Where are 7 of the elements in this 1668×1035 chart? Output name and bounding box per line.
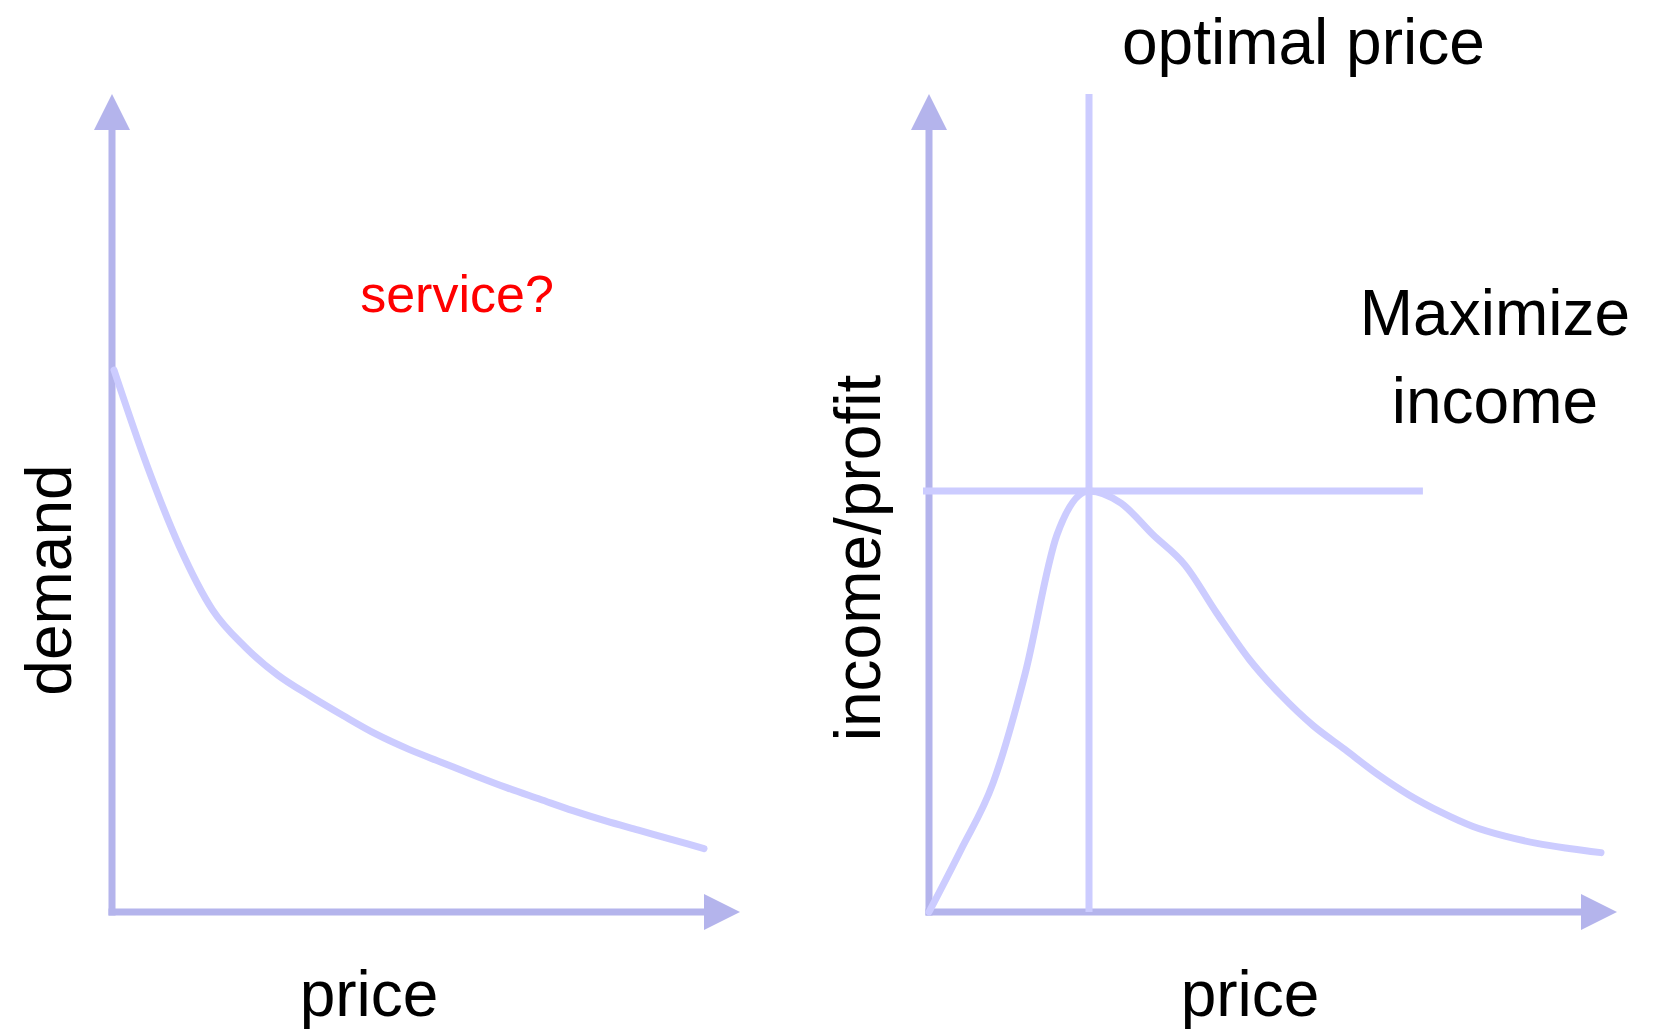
ref-line-label: Maximize income <box>1359 277 1631 437</box>
y-axis-title: demand <box>13 464 85 696</box>
text: service? <box>360 265 554 323</box>
text: optimal price <box>1122 6 1485 78</box>
x-axis-title: price <box>1180 958 1320 1030</box>
y-axis-title: income/profit <box>822 374 894 742</box>
x-axis-title: price <box>299 958 439 1030</box>
